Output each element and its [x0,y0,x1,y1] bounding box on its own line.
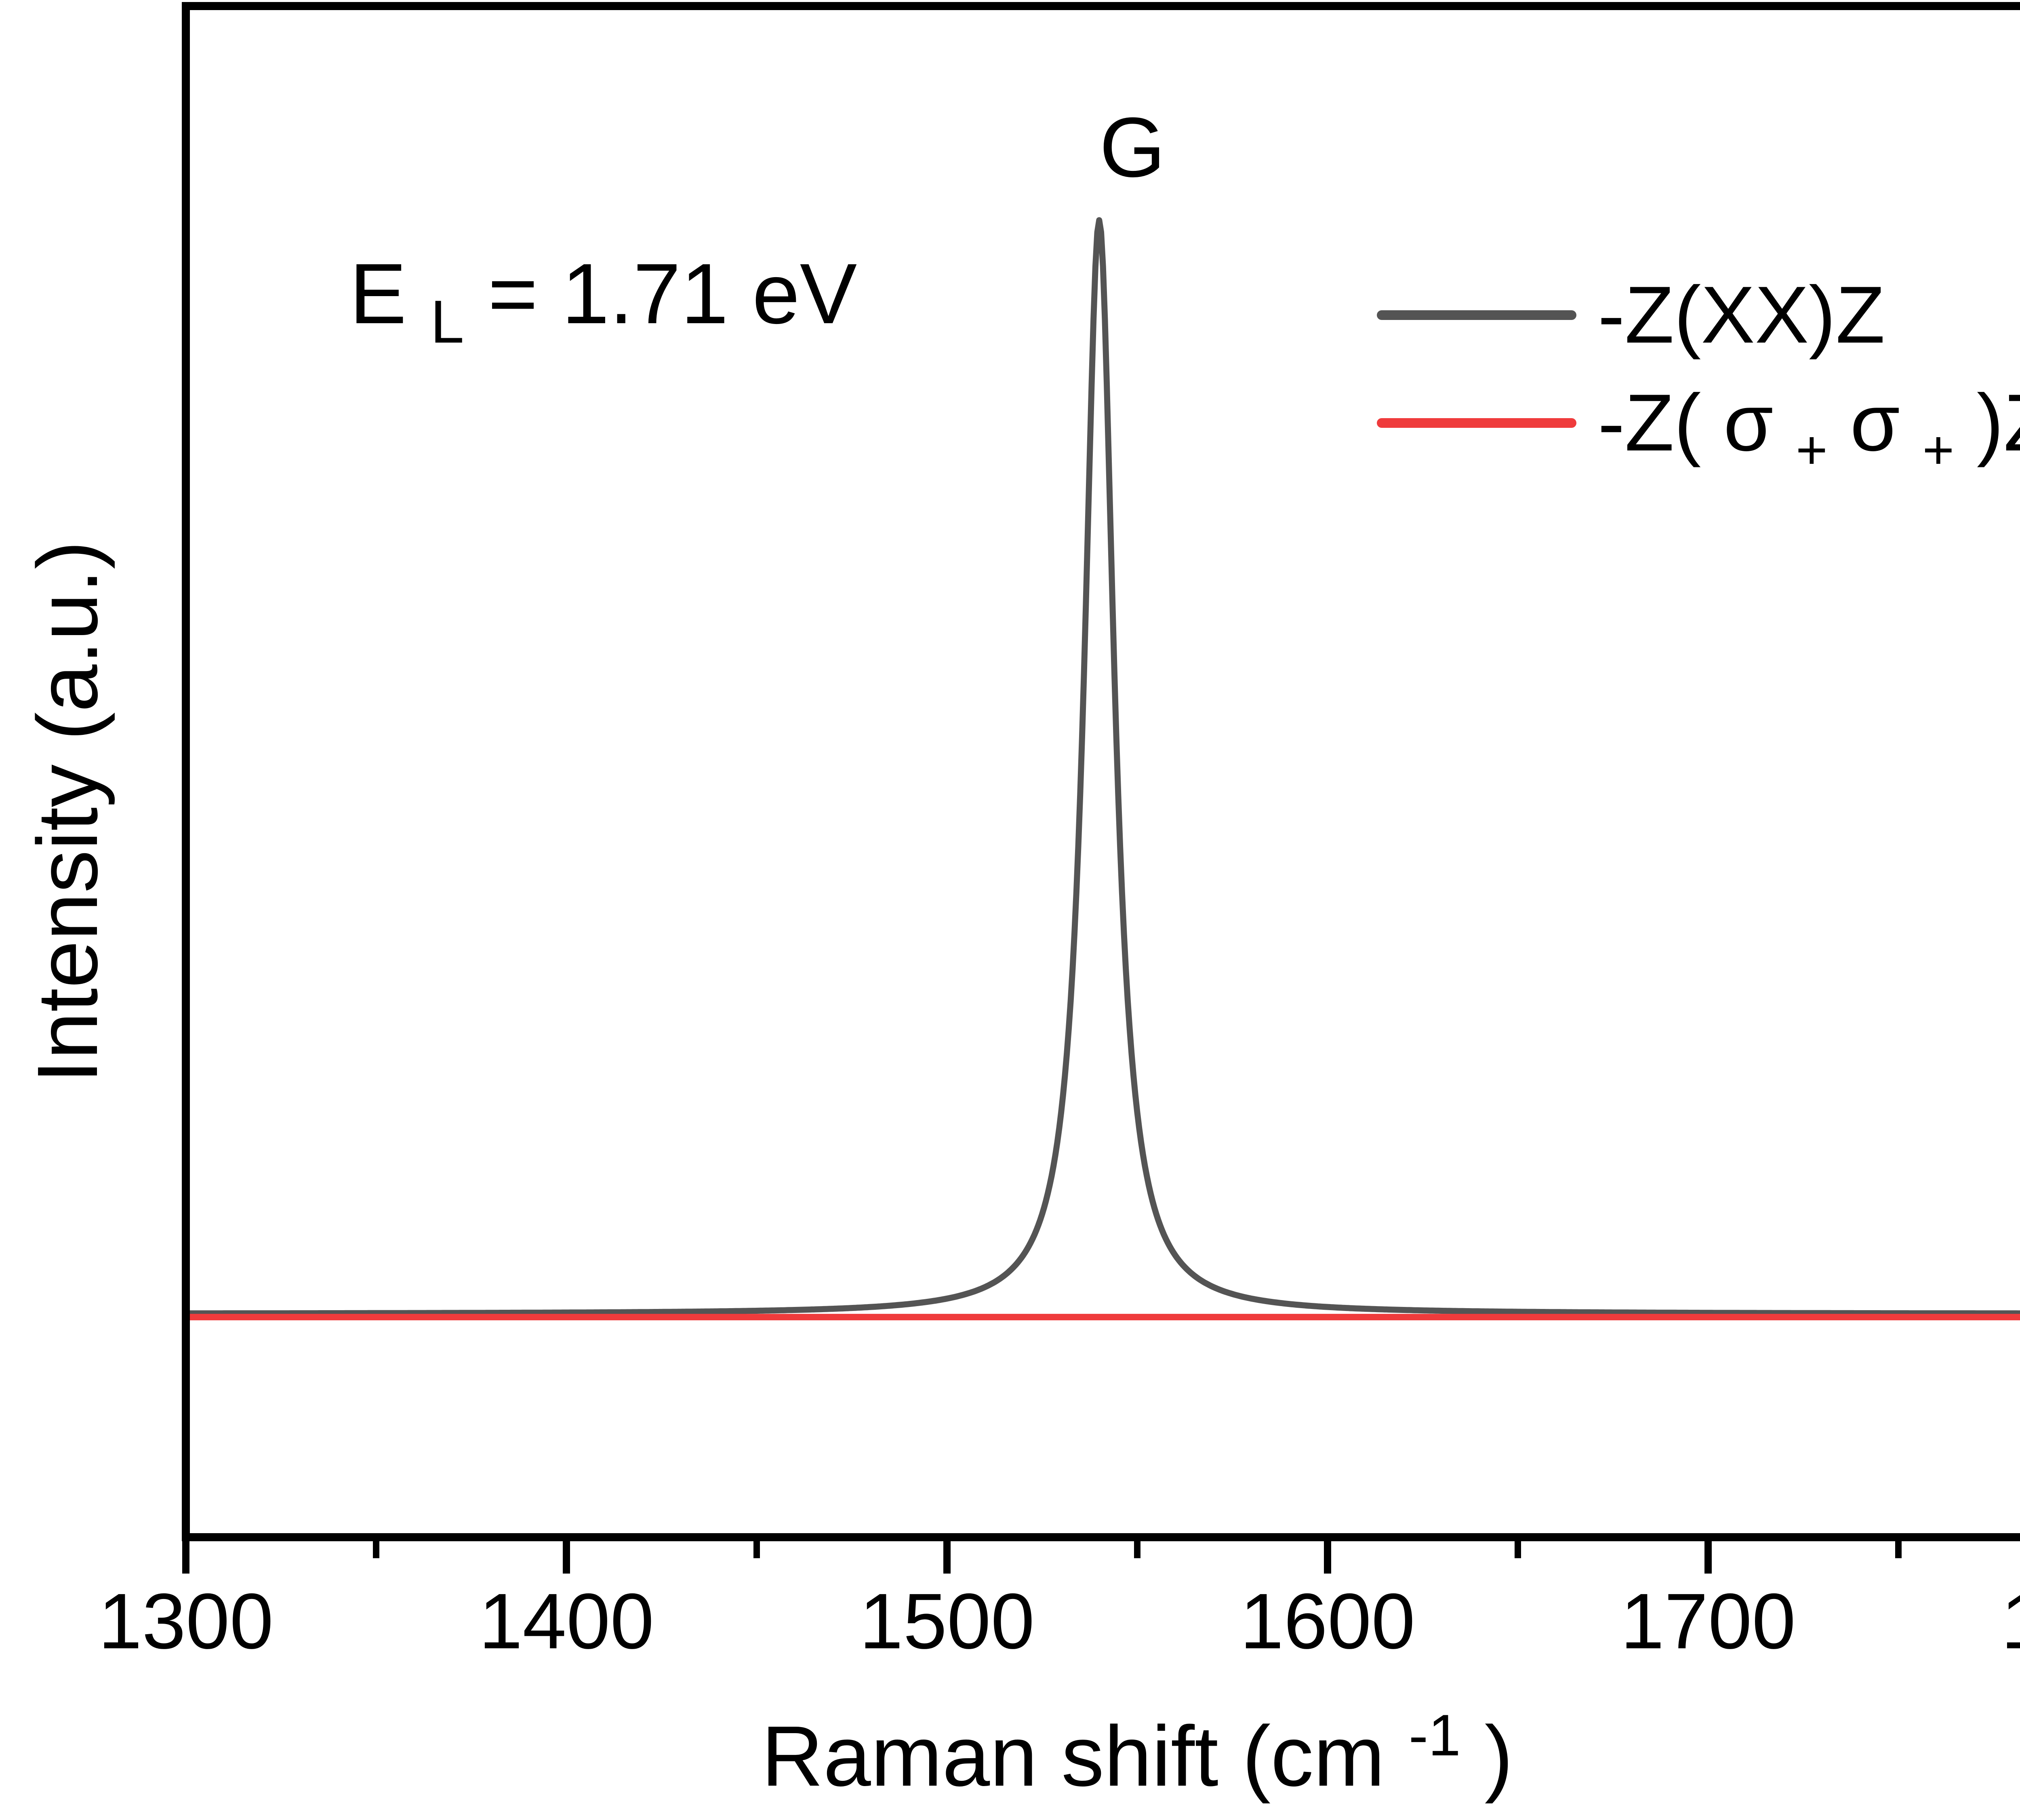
legend-sigma-symbol-2: σ [1850,378,1900,468]
legend-sigma-sub-2: + [1922,419,1954,480]
x-axis-title-superscript: -1 [1409,1702,1461,1768]
legend-label-zxxz: -Z(XX)Z [1598,270,1885,360]
x-axis-tick-labels: 1300 1400 1500 1600 1700 1800 [98,1577,2020,1665]
legend-label-sigma: -Z( σ + σ + )Z [1598,378,2020,486]
spectrum-curve [185,217,2020,1317]
legend-sigma-suffix: )Z [1977,378,2020,468]
legend-sigma-sub-1: + [1796,419,1828,480]
annotation-subscript: L [430,288,464,356]
x-tick-label-1700: 1700 [1620,1577,1796,1665]
legend-sigma-prefix: -Z( [1598,378,1701,468]
x-axis-title: Raman shift (cm -1 ) [762,1678,1513,1804]
x-tick-label-1800: 1800 [2001,1577,2020,1665]
peak-label-g: G [1099,100,1165,195]
legend: -Z(XX)Z -Z( σ + σ + )Z [1377,270,2020,486]
x-tick-label-1300: 1300 [98,1577,274,1665]
annotation-rest: = 1.71 eV [488,246,857,341]
x-axis-major-ticks [182,1537,1712,1574]
laser-energy-annotation: E L = 1.71 eV [349,246,857,361]
annotation-base: E [349,246,406,341]
x-axis-title-close: ) [1485,1708,1513,1804]
x-axis-minor-ticks [373,1537,1902,1558]
x-tick-label-1500: 1500 [859,1577,1035,1665]
legend-sigma-symbol-1: σ [1723,378,1773,468]
x-tick-label-1400: 1400 [479,1577,654,1665]
x-axis-title-main: Raman shift (cm [762,1708,1385,1804]
x-tick-label-1600: 1600 [1240,1577,1415,1665]
y-axis-title: Intensity (a.u.) [19,541,115,1083]
